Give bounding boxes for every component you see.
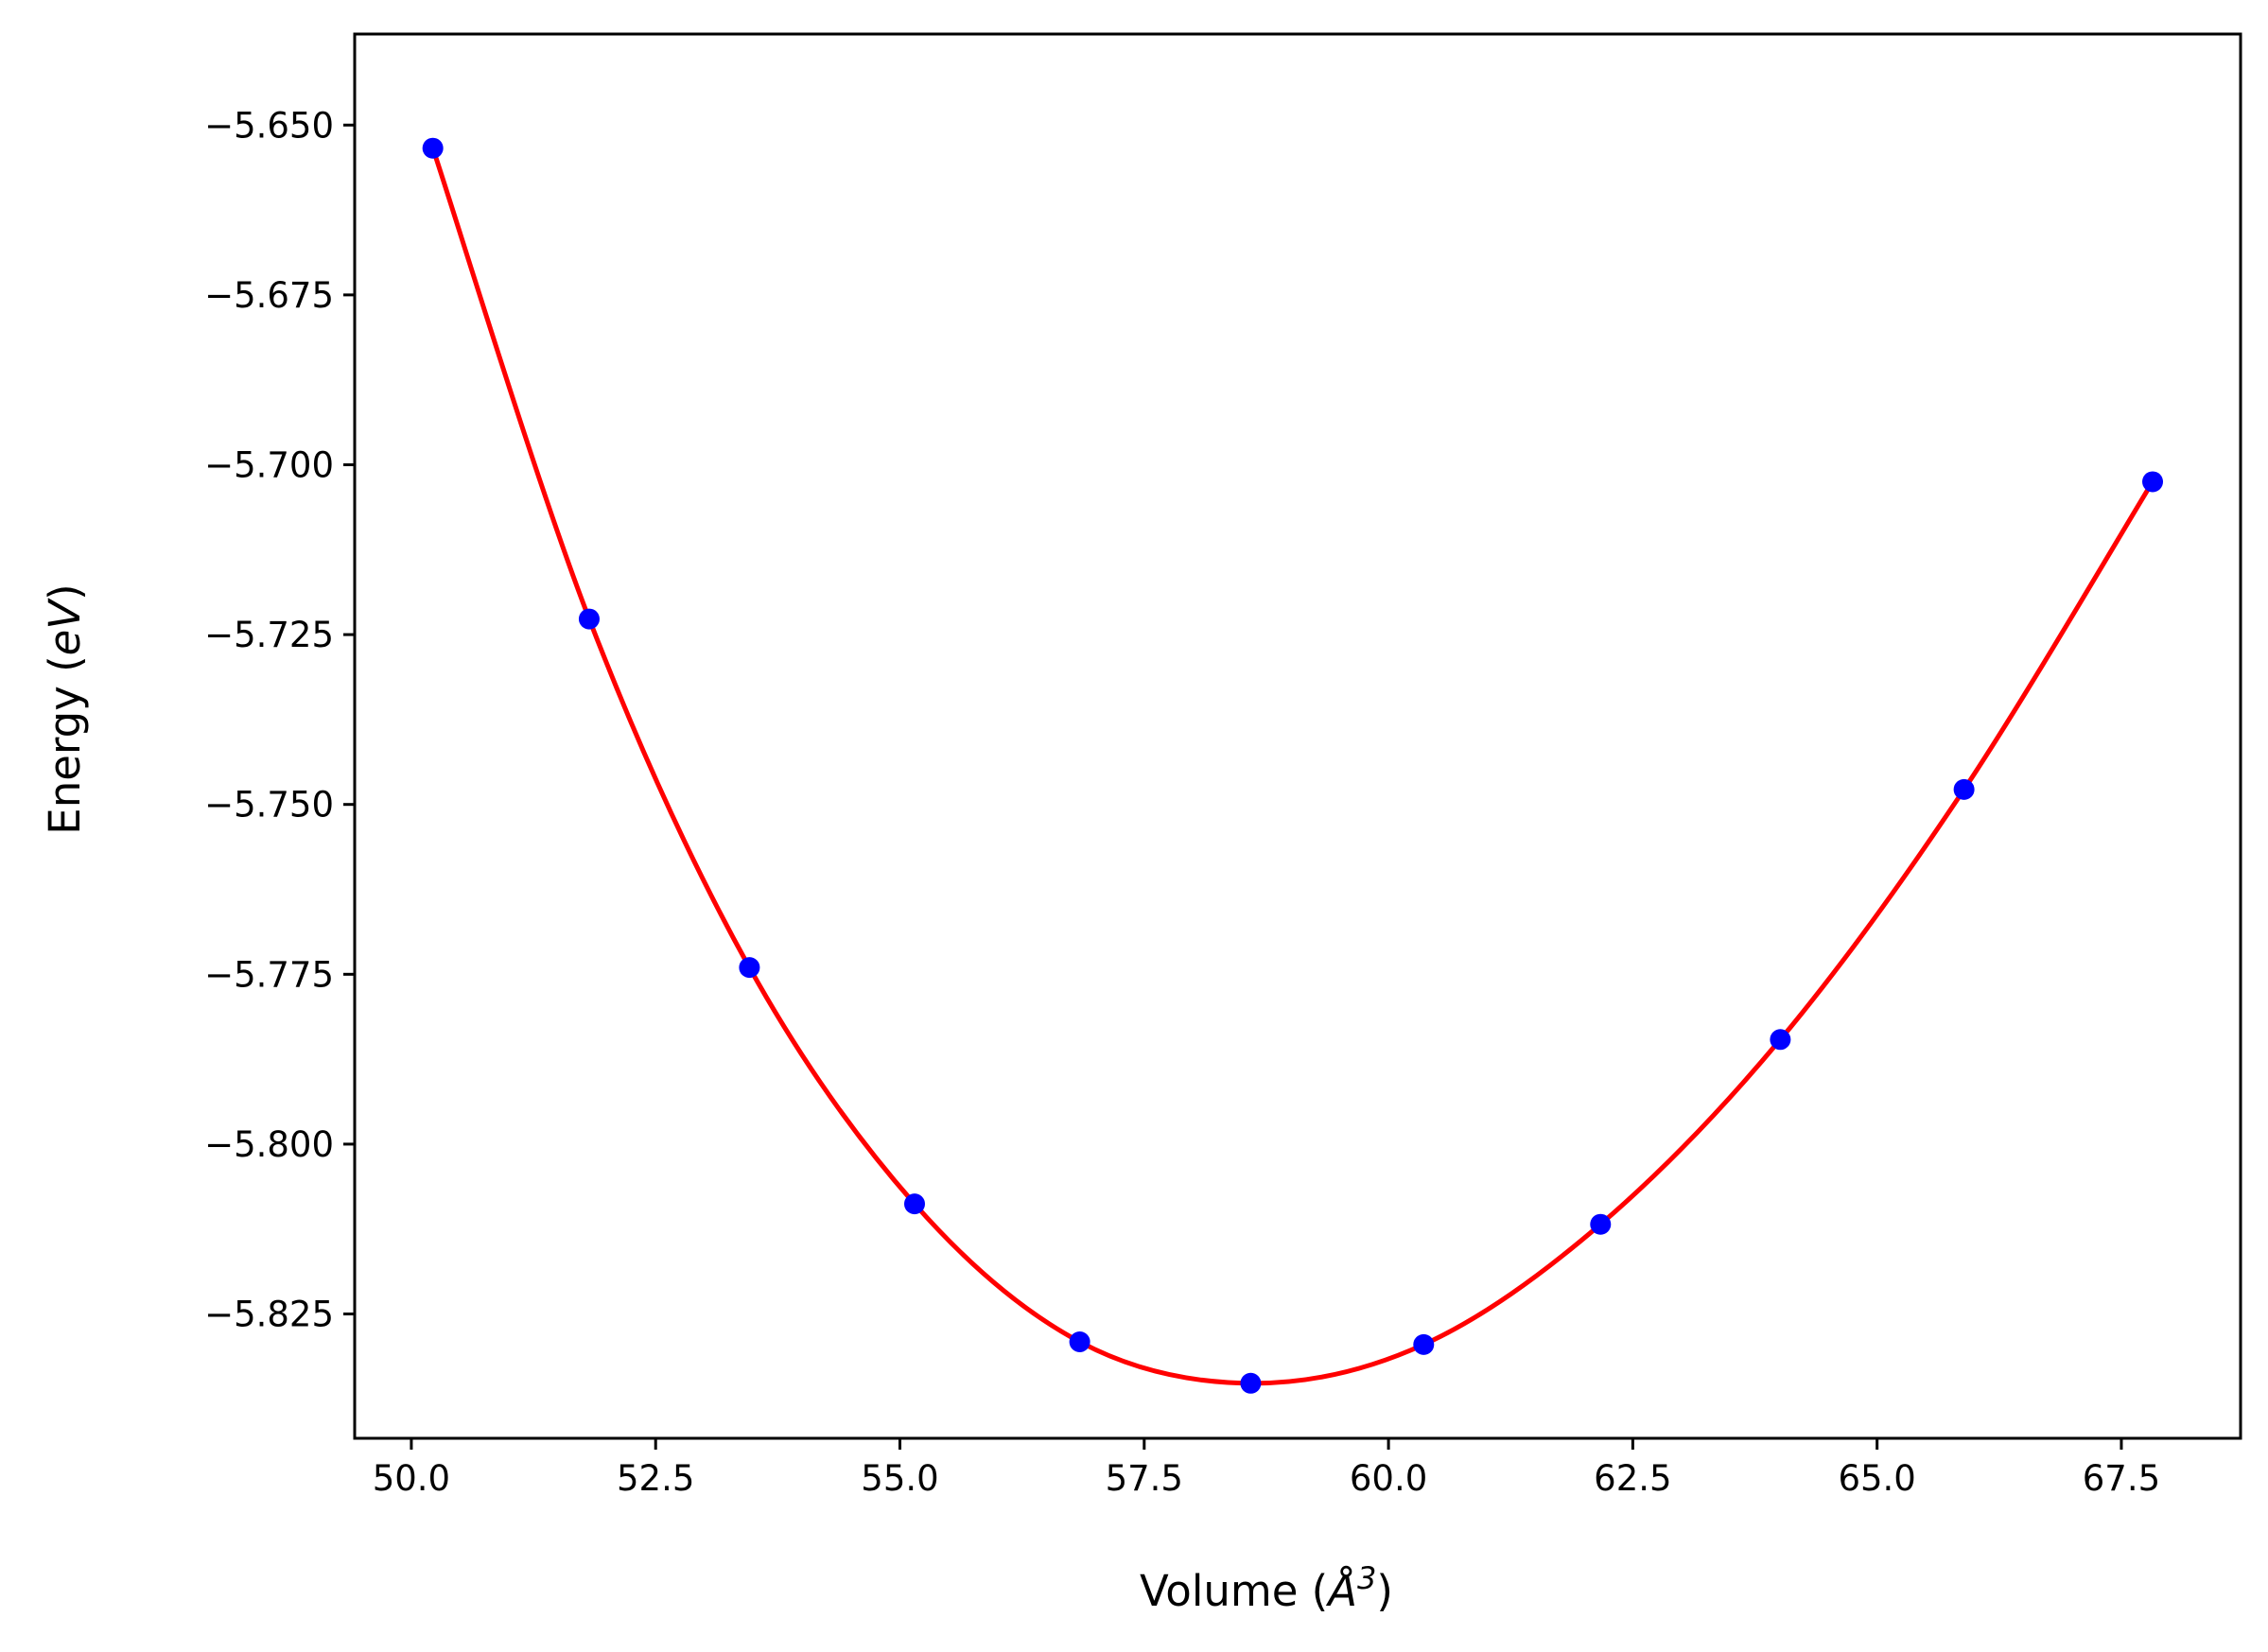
y-tick-label: −5.700	[204, 444, 334, 485]
plot-area	[422, 137, 2164, 1394]
x-tick-label: 60.0	[1350, 1458, 1427, 1499]
x-axis-ticks: 50.0 52.5 55.0 57.5 60.0 62.5 65.0 67.5	[373, 1438, 2160, 1499]
x-tick-label: 50.0	[373, 1458, 450, 1499]
y-tick-label: −5.825	[204, 1295, 334, 1335]
data-point	[1240, 1372, 1262, 1394]
data-point	[1413, 1333, 1435, 1355]
y-tick-label: −5.750	[204, 785, 334, 826]
y-tick-label: −5.775	[204, 954, 334, 995]
data-point	[1069, 1330, 1090, 1352]
data-point	[1770, 1029, 1791, 1051]
y-tick-label: −5.675	[204, 275, 334, 316]
x-tick-label: 57.5	[1106, 1458, 1183, 1499]
y-axis-ticks: −5.650 −5.675 −5.700 −5.725 −5.750 −5.775 −5.8…	[204, 105, 355, 1335]
data-point	[578, 608, 600, 630]
y-axis-label: Energy (eV)	[40, 583, 90, 834]
x-tick-label: 62.5	[1594, 1458, 1671, 1499]
data-point	[904, 1193, 926, 1215]
data-point	[2142, 471, 2164, 493]
x-tick-label: 52.5	[617, 1458, 694, 1499]
x-tick-label: 67.5	[2083, 1458, 2160, 1499]
data-point	[1590, 1213, 1612, 1235]
y-tick-label: −5.800	[204, 1124, 334, 1165]
x-tick-label: 65.0	[1838, 1458, 1915, 1499]
data-point	[1953, 778, 1975, 800]
y-tick-label: −5.725	[204, 615, 334, 655]
fit-curve-line	[430, 147, 2155, 1386]
x-tick-label: 55.0	[861, 1458, 938, 1499]
plot-frame	[353, 32, 2242, 1440]
y-tick-label: −5.650	[204, 105, 334, 146]
data-point	[739, 957, 760, 979]
data-point	[422, 137, 444, 159]
x-axis-label: Volume (Å3)	[1140, 1560, 1393, 1616]
